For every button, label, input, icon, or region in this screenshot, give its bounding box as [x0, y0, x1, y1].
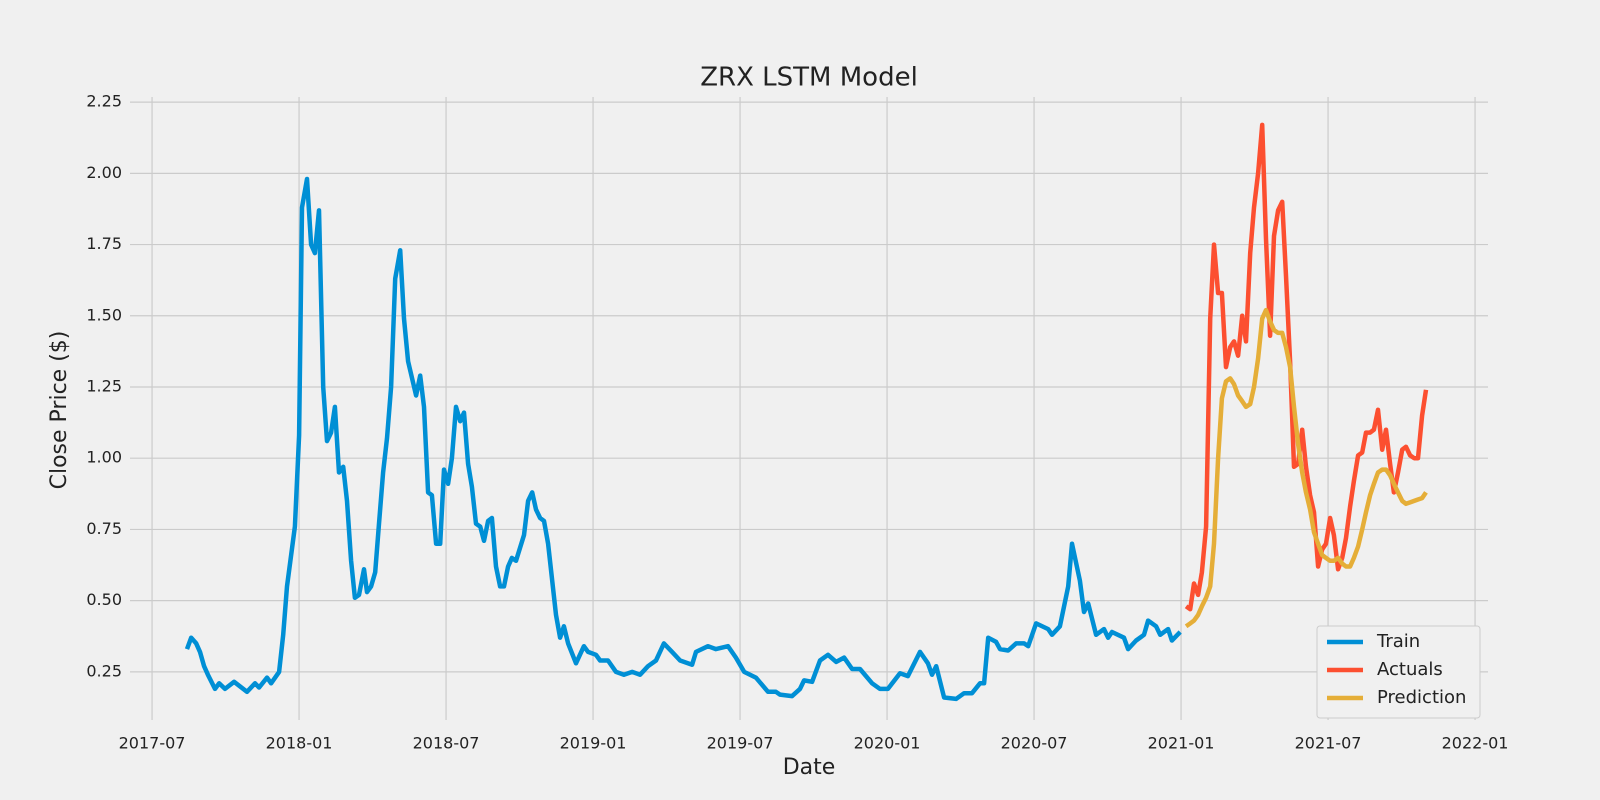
y-tick-label: 0.25 — [86, 661, 122, 680]
x-tick-label: 2019-07 — [707, 734, 774, 753]
series-line — [1184, 122, 1429, 612]
y-tick-label: 2.00 — [86, 163, 122, 182]
legend-box — [1316, 625, 1481, 719]
x-tick-label: 2018-01 — [266, 734, 333, 753]
legend: Train Actuals Prediction — [1316, 625, 1481, 719]
y-tick-label: 1.75 — [86, 234, 122, 253]
legend-label: Actuals — [1377, 659, 1443, 680]
x-tick-label: 2021-07 — [1295, 734, 1362, 753]
series-line — [1184, 307, 1428, 629]
series-line — [184, 176, 1182, 702]
y-axis-label: Close Price ($) — [47, 331, 72, 490]
x-tick-label: 2022-01 — [1442, 734, 1509, 753]
y-tick-label: 1.00 — [86, 448, 122, 467]
x-tick-label: 2017-07 — [119, 734, 186, 753]
x-tick-label: 2019-01 — [560, 734, 627, 753]
x-tick-label: 2020-01 — [854, 734, 921, 753]
y-tick-label: 0.75 — [86, 519, 122, 538]
x-tick-label: 2018-07 — [413, 734, 480, 753]
x-tick-label: 2021-01 — [1148, 734, 1215, 753]
x-axis-label: Date — [783, 755, 836, 780]
chart-title: ZRX LSTM Model — [700, 63, 918, 93]
y-tick-label: 2.25 — [86, 92, 122, 111]
y-tick-label: 0.50 — [86, 590, 122, 609]
y-tick-label: 1.50 — [86, 305, 122, 324]
x-tick-label: 2020-07 — [1001, 734, 1068, 753]
legend-label: Prediction — [1377, 687, 1466, 708]
legend-label: Train — [1376, 631, 1420, 652]
y-tick-label: 1.25 — [86, 376, 122, 395]
